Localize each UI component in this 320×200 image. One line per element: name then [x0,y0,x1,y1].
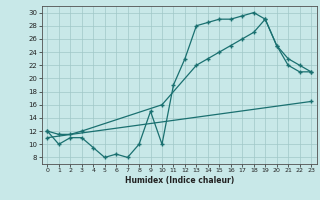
X-axis label: Humidex (Indice chaleur): Humidex (Indice chaleur) [124,176,234,185]
